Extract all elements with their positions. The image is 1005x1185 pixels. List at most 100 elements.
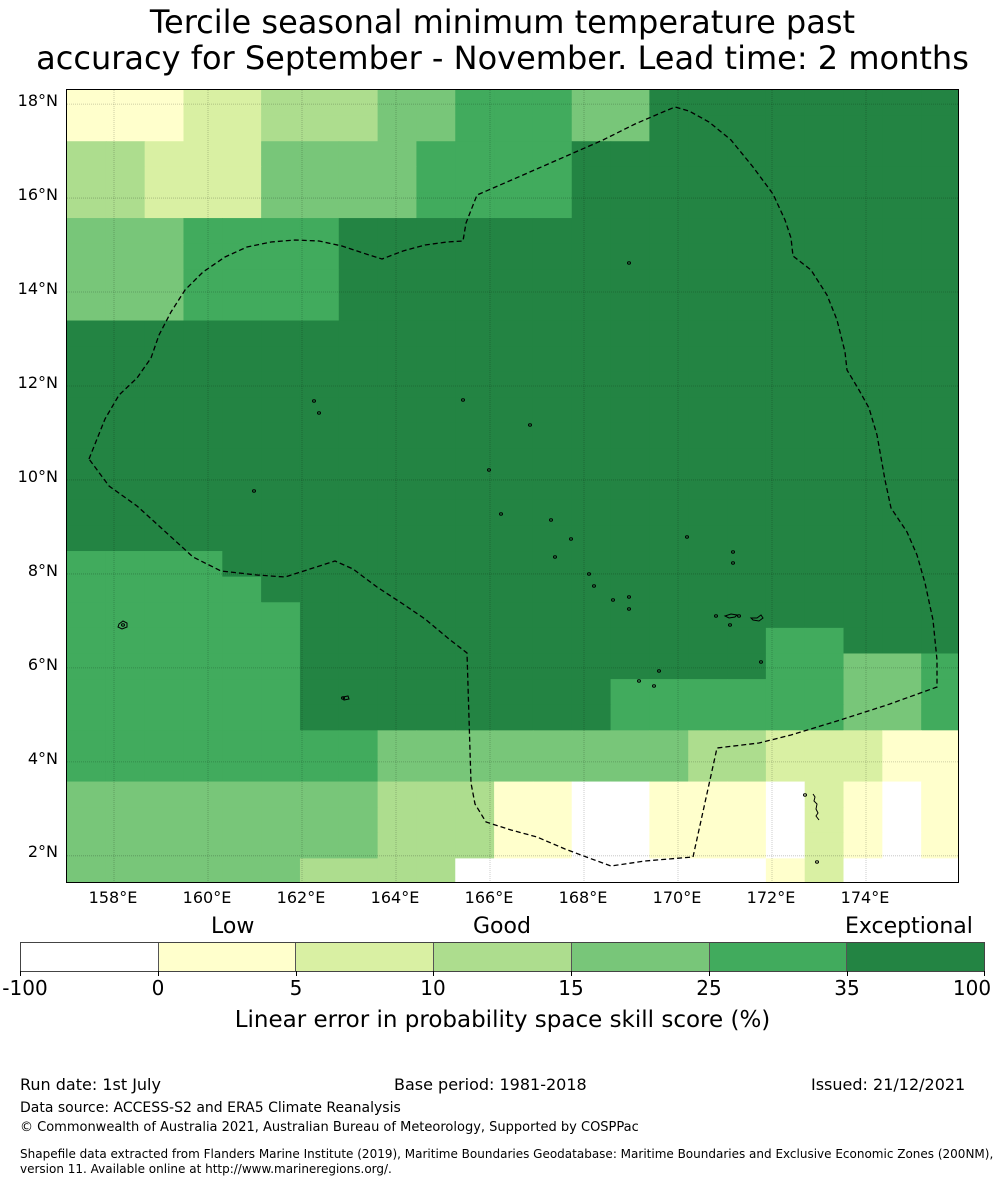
skill-cell — [105, 346, 146, 373]
skill-cell — [727, 781, 767, 808]
x-tick-label: 160°E — [182, 888, 232, 907]
colorbar-tick-label: 0 — [151, 976, 165, 1000]
skill-cell — [222, 218, 262, 245]
skill-cell — [765, 653, 806, 680]
skill-cell — [261, 858, 301, 882]
skill-cell — [222, 653, 262, 680]
skill-cell — [494, 704, 534, 731]
skill-cell — [921, 781, 958, 808]
skill-cell — [532, 90, 573, 117]
skill-cell — [455, 166, 495, 194]
skill-cell — [222, 525, 262, 552]
skill-cell — [183, 858, 223, 882]
skill-cell — [649, 115, 689, 142]
copyright: © Commonwealth of Australia 2021, Austra… — [20, 1120, 639, 1135]
skill-cell — [610, 602, 650, 629]
skill-cell — [571, 320, 612, 347]
skill-cell — [338, 166, 379, 194]
skill-cell — [377, 320, 418, 347]
skill-cell — [532, 218, 573, 245]
skill-cell — [183, 320, 223, 347]
skill-cell — [494, 576, 534, 603]
skill-cell — [416, 448, 456, 475]
skill-cell — [338, 192, 379, 219]
skill-cell — [455, 499, 495, 527]
skill-cell — [610, 192, 650, 219]
skill-cell — [765, 448, 806, 475]
skill-cell — [532, 141, 573, 168]
skill-cell — [183, 243, 223, 270]
skill-cell — [727, 627, 767, 655]
skill-cell — [261, 346, 301, 373]
skill-cell — [571, 602, 612, 629]
skill-cell — [882, 499, 922, 527]
skill-cell — [416, 243, 456, 270]
skill-cell — [299, 115, 340, 142]
skill-cell — [144, 218, 185, 245]
skill-cell — [843, 166, 883, 194]
skill-cell — [610, 243, 650, 270]
skill-cell — [843, 448, 883, 475]
skill-cell — [921, 525, 958, 552]
skill-cell — [67, 448, 107, 475]
skill-cell — [67, 627, 107, 655]
skill-cell — [183, 141, 223, 168]
skill-cell — [649, 422, 689, 450]
island — [723, 613, 739, 619]
colorbar-segment — [847, 943, 985, 971]
skill-cell — [67, 115, 107, 142]
skill-cell — [67, 397, 107, 424]
skill-cell — [649, 730, 689, 757]
skill-cell — [183, 551, 223, 578]
island — [342, 695, 350, 701]
skill-cell — [222, 704, 262, 731]
colorbar-segment — [158, 943, 297, 971]
skill-cell — [804, 551, 845, 578]
skill-cell — [67, 602, 107, 629]
skill-cell — [416, 294, 456, 322]
skill-cell — [765, 858, 806, 882]
skill-cell — [338, 294, 379, 322]
skill-cell — [610, 499, 650, 527]
skill-cell — [455, 755, 495, 783]
skill-cell — [144, 499, 185, 527]
skill-cell — [183, 755, 223, 783]
skill-cell — [882, 371, 922, 398]
skill-cell — [494, 243, 534, 270]
y-tick-label: 16°N — [17, 185, 58, 204]
skill-cell — [571, 704, 612, 731]
skill-cell — [921, 115, 958, 142]
skill-cell — [377, 397, 418, 424]
skill-cell — [882, 679, 922, 706]
skill-cell — [765, 243, 806, 270]
skill-cell — [183, 781, 223, 808]
skill-cell — [222, 602, 262, 629]
skill-cell — [610, 422, 650, 450]
skill-cell — [494, 730, 534, 757]
skill-cell — [455, 832, 495, 859]
colorbar-tick-label: 100 — [952, 976, 992, 1000]
skill-cell — [765, 807, 806, 834]
skill-cell — [455, 243, 495, 270]
skill-cell — [921, 269, 958, 296]
skill-cell — [649, 679, 689, 706]
skill-cell — [532, 448, 573, 475]
skill-cell — [688, 269, 728, 296]
island — [627, 595, 631, 599]
y-tick-label: 10°N — [17, 467, 58, 486]
island — [553, 555, 557, 559]
skill-cell — [804, 397, 845, 424]
skill-cell — [921, 474, 958, 501]
skill-cell — [338, 755, 379, 783]
skill-cell — [416, 602, 456, 629]
skill-cell — [532, 294, 573, 322]
skill-cell — [727, 525, 767, 552]
skill-cell — [688, 781, 728, 808]
skill-cell — [765, 704, 806, 731]
y-tick-label: 18°N — [17, 91, 58, 110]
skill-cell — [688, 294, 728, 322]
skill-cell — [67, 90, 107, 117]
skill-cell — [455, 730, 495, 757]
skill-cell — [765, 551, 806, 578]
skill-cell — [610, 704, 650, 731]
